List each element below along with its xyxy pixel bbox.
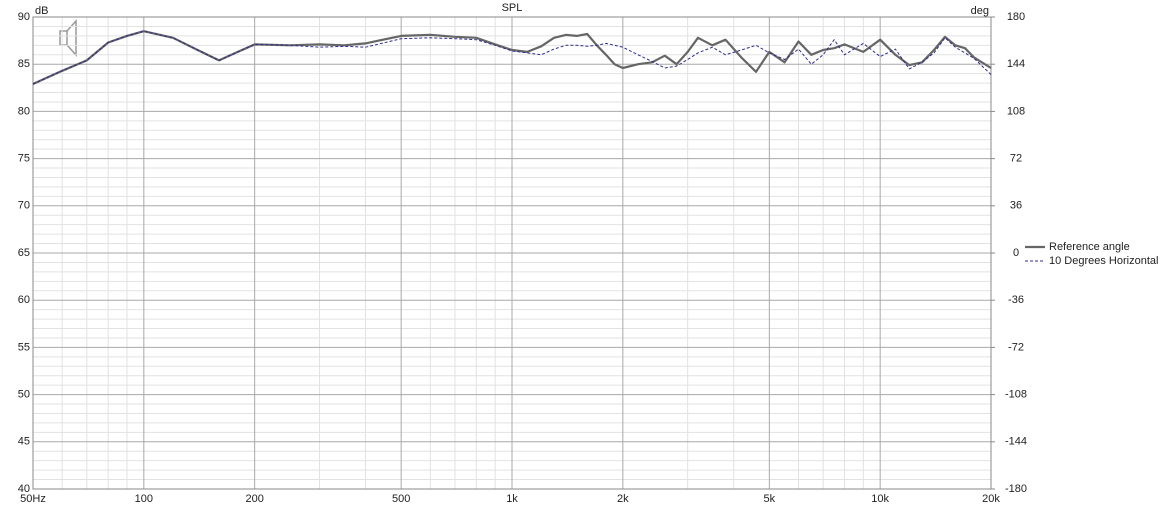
x-tick-label: 200 — [245, 493, 263, 505]
y-tick-label: 85 — [18, 58, 30, 70]
y-tick-label: 70 — [18, 200, 30, 212]
x-tick-label: 2k — [617, 493, 629, 505]
y2-tick-label: 36 — [1010, 200, 1022, 212]
y2-tick-label: -72 — [1008, 341, 1024, 353]
y2-tick-label: 0 — [1013, 247, 1019, 259]
x-tick-label: 500 — [392, 493, 410, 505]
x-tick-label: 5k — [764, 493, 776, 505]
y-axis-label: dB — [35, 5, 48, 17]
y-tick-label: 65 — [18, 247, 30, 259]
x-tick-label: 20k — [982, 493, 1000, 505]
series-line — [32, 30, 992, 85]
y2-tick-label: 180 — [1007, 11, 1025, 23]
plot-frame — [32, 16, 992, 490]
y2-tick-label: -180 — [1005, 483, 1027, 495]
legend-label: 10 Degrees Horizontal — [1049, 255, 1158, 267]
legend-label: Reference angle — [1049, 241, 1130, 253]
y2-tick-label: 72 — [1010, 153, 1022, 165]
y-tick-label: 90 — [18, 11, 30, 23]
y-tick-label: 60 — [18, 294, 30, 306]
y2-tick-label: 144 — [1007, 58, 1025, 70]
y2-tick-label: -36 — [1008, 294, 1024, 306]
y2-tick-label: 108 — [1007, 105, 1025, 117]
x-tick-label: 10k — [871, 493, 889, 505]
x-tick-label: 1k — [506, 493, 518, 505]
y2-axis-label: deg — [971, 5, 989, 17]
x-tick-label: 100 — [135, 493, 153, 505]
y-tick-label: 40 — [18, 483, 30, 495]
y-tick-label: 55 — [18, 341, 30, 353]
y-tick-label: 50 — [18, 389, 30, 401]
y-tick-label: 45 — [18, 436, 30, 448]
chart-title: SPL — [502, 2, 523, 14]
x-tick-label: 50Hz — [20, 493, 46, 505]
y-tick-label: 75 — [18, 153, 30, 165]
y2-tick-label: -144 — [1005, 436, 1027, 448]
y2-tick-label: -108 — [1005, 389, 1027, 401]
y-tick-label: 80 — [18, 105, 30, 117]
